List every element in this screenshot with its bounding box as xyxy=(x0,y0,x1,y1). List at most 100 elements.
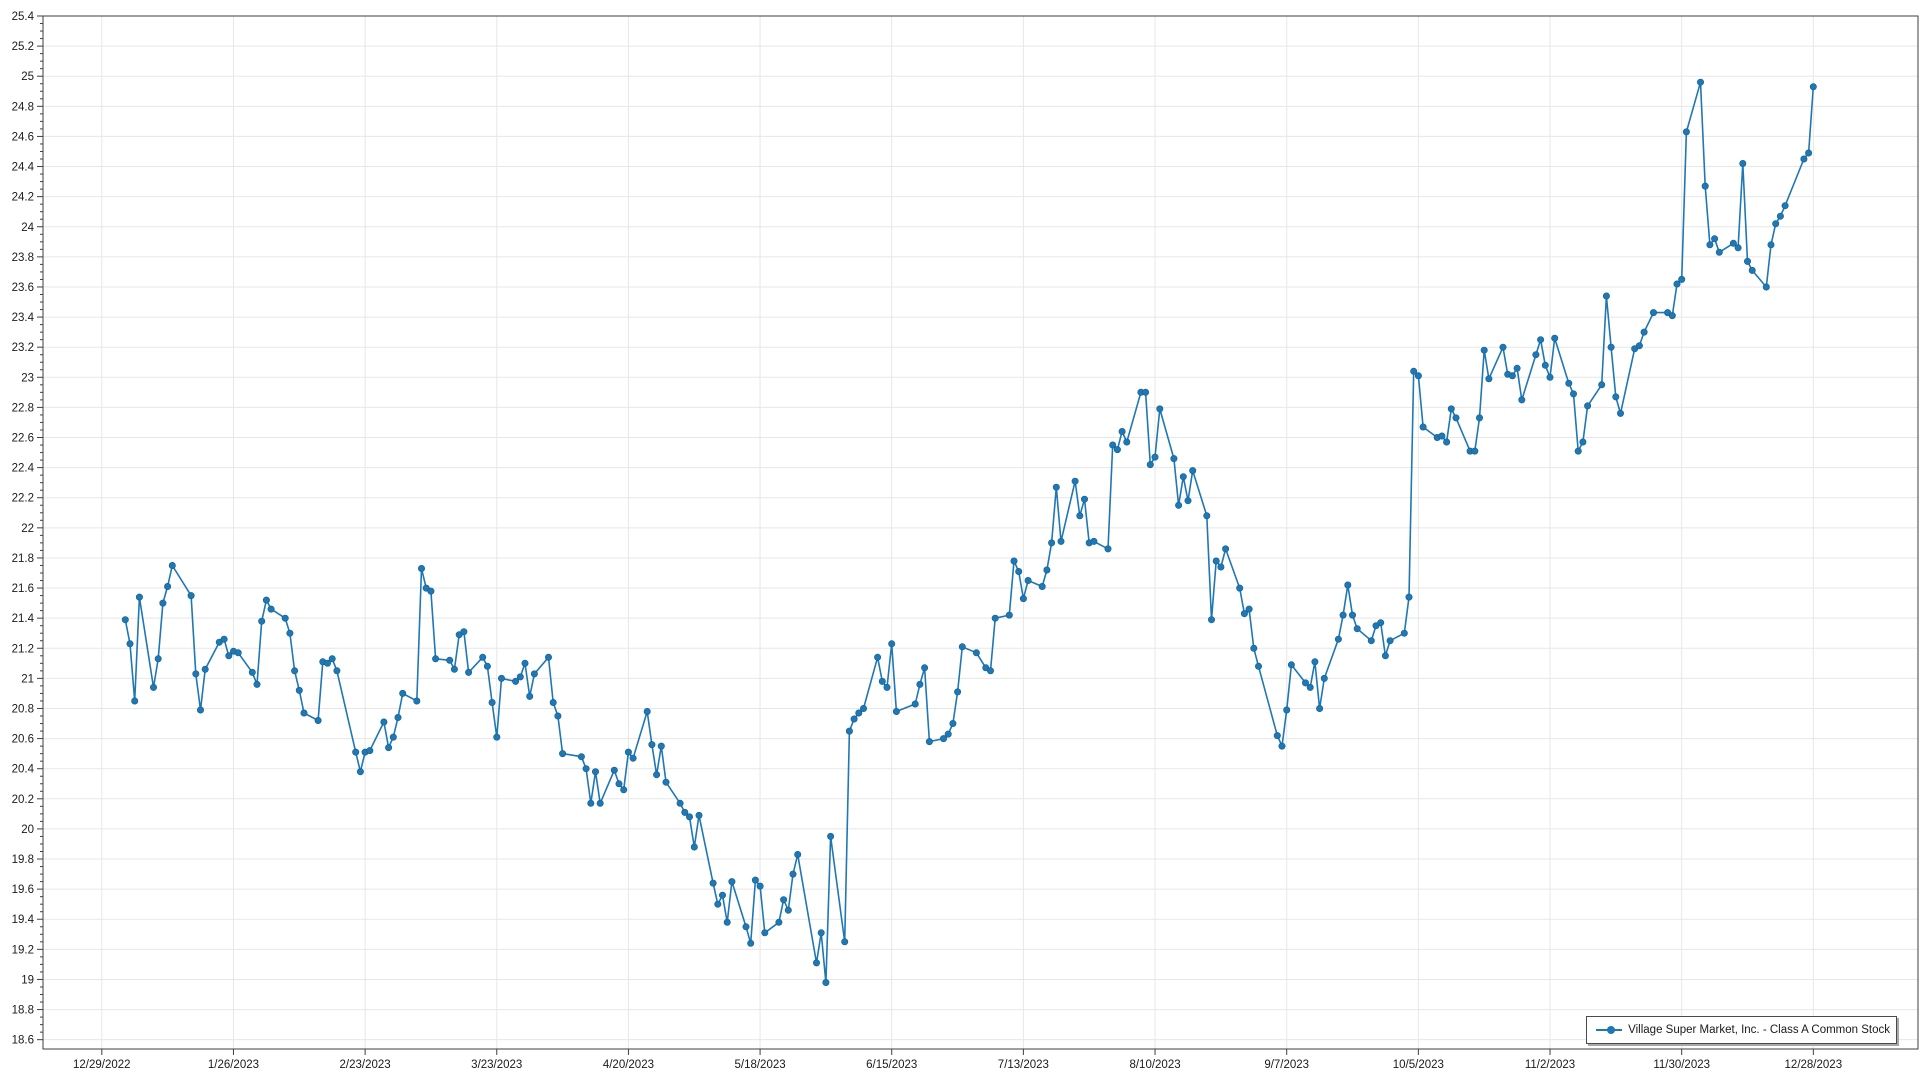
data-point-marker xyxy=(1781,202,1789,210)
data-point-marker xyxy=(248,668,256,676)
data-point-marker xyxy=(1339,611,1347,619)
y-tick-label: 18.6 xyxy=(12,1035,34,1047)
data-point-marker xyxy=(389,733,397,741)
data-point-marker xyxy=(728,878,736,886)
data-point-marker xyxy=(192,670,200,678)
data-point-marker xyxy=(841,938,849,946)
data-point-marker xyxy=(954,688,962,696)
data-point-marker xyxy=(164,582,172,590)
data-point-marker xyxy=(544,653,552,661)
data-point-marker xyxy=(1250,644,1258,652)
data-point-marker xyxy=(761,929,769,937)
data-point-marker xyxy=(643,707,651,715)
data-point-marker xyxy=(399,689,407,697)
data-point-marker xyxy=(883,683,891,691)
data-point-marker xyxy=(596,799,604,807)
data-point-marker xyxy=(1118,427,1126,435)
y-tick-label: 18.8 xyxy=(12,1005,34,1017)
data-point-marker xyxy=(855,709,863,717)
data-point-marker xyxy=(1109,441,1117,449)
data-point-marker xyxy=(465,668,473,676)
y-tick-label: 24.2 xyxy=(12,192,34,204)
data-point-marker xyxy=(460,628,468,636)
data-point-marker xyxy=(1447,405,1455,413)
data-point-marker xyxy=(1353,625,1361,633)
data-point-marker xyxy=(281,614,289,622)
data-point-marker xyxy=(1767,241,1775,249)
data-point-marker xyxy=(1320,674,1328,682)
data-point-marker xyxy=(1217,563,1225,571)
data-point-marker xyxy=(747,939,755,947)
data-point-marker xyxy=(1405,593,1413,601)
data-point-marker xyxy=(723,918,731,926)
data-point-marker xyxy=(323,659,331,667)
data-point-marker xyxy=(742,923,750,931)
data-point-marker xyxy=(1043,566,1051,574)
x-tick-label: 3/23/2023 xyxy=(471,1059,522,1071)
data-point-marker xyxy=(972,649,980,657)
data-point-marker xyxy=(1579,438,1587,446)
data-point-marker xyxy=(479,653,487,661)
data-point-marker xyxy=(911,700,919,708)
data-point-marker xyxy=(615,780,623,788)
data-point-marker xyxy=(1711,235,1719,243)
data-point-marker xyxy=(685,813,693,821)
y-tick-label: 20.8 xyxy=(12,703,34,715)
plot-border xyxy=(42,15,1919,1050)
data-point-marker xyxy=(1537,336,1545,344)
data-point-marker xyxy=(131,697,139,705)
data-point-marker xyxy=(267,605,275,613)
data-point-marker xyxy=(549,698,557,706)
data-point-marker xyxy=(958,643,966,651)
data-point-marker xyxy=(1287,661,1295,669)
data-point-marker xyxy=(653,771,661,779)
data-point-marker xyxy=(944,730,952,738)
x-tick-label: 1/26/2023 xyxy=(208,1059,259,1071)
data-point-marker xyxy=(916,680,924,688)
data-point-marker xyxy=(1019,595,1027,603)
y-tick-label: 21.4 xyxy=(12,613,35,625)
data-point-marker xyxy=(582,765,590,773)
data-point-marker xyxy=(1551,334,1559,342)
data-point-marker xyxy=(1123,438,1131,446)
y-tick-label: 22.6 xyxy=(12,433,34,445)
data-point-marker xyxy=(1602,292,1610,300)
data-point-marker xyxy=(1142,388,1150,396)
y-tick-label: 22.2 xyxy=(12,493,34,505)
data-point-marker xyxy=(135,593,143,601)
data-point-marker xyxy=(1184,497,1192,505)
gridlines xyxy=(43,15,1918,1049)
x-tick-label: 9/7/2023 xyxy=(1264,1059,1309,1071)
data-point-marker xyxy=(333,667,341,675)
data-point-marker xyxy=(1175,501,1183,509)
data-point-marker xyxy=(714,900,722,908)
data-point-marker xyxy=(1104,545,1112,553)
x-tick-label: 10/5/2023 xyxy=(1393,1059,1444,1071)
y-tick-label: 20.4 xyxy=(12,764,35,776)
data-point-marker xyxy=(300,709,308,717)
data-point-marker xyxy=(394,713,402,721)
data-point-marker xyxy=(314,716,322,724)
data-point-marker xyxy=(497,674,505,682)
y-tick-label: 25.2 xyxy=(12,41,34,53)
data-point-marker xyxy=(258,617,266,625)
data-point-marker xyxy=(450,665,458,673)
data-point-marker xyxy=(432,655,440,663)
data-point-marker xyxy=(262,596,270,604)
data-point-marker xyxy=(1650,309,1658,317)
data-point-marker xyxy=(1508,372,1516,380)
data-point-marker xyxy=(356,768,364,776)
data-point-marker xyxy=(1532,351,1540,359)
data-point-marker xyxy=(1076,512,1084,520)
data-point-marker xyxy=(1734,244,1742,252)
x-tick-label: 11/2/2023 xyxy=(1525,1059,1575,1071)
data-point-marker xyxy=(662,778,670,786)
data-point-marker xyxy=(168,561,176,569)
data-point-marker xyxy=(859,704,867,712)
data-point-marker xyxy=(648,741,656,749)
data-point-marker xyxy=(845,727,853,735)
data-point-marker xyxy=(1565,379,1573,387)
data-point-marker xyxy=(530,670,538,678)
data-point-marker xyxy=(413,697,421,705)
data-point-marker xyxy=(1386,637,1394,645)
